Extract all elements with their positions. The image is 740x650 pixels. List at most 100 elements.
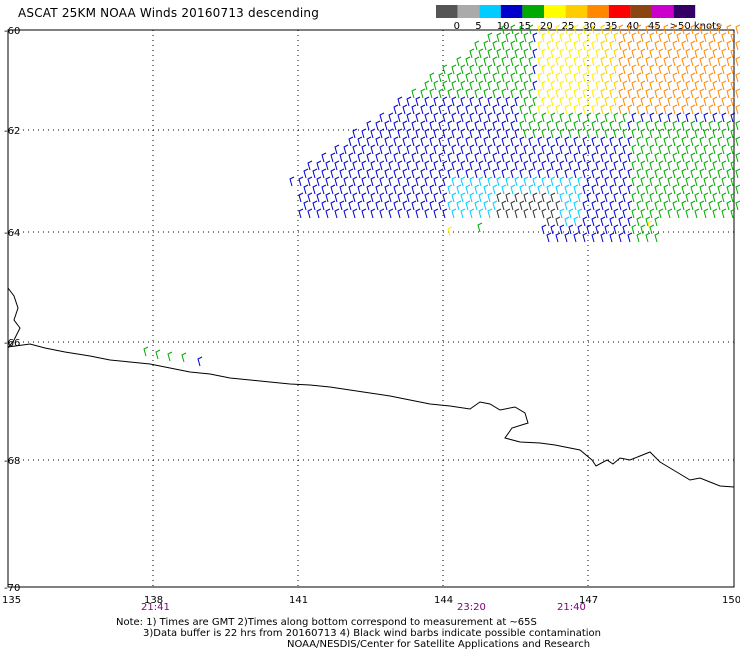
wind-barb <box>577 160 583 171</box>
wind-barb <box>645 88 651 99</box>
wind-barb <box>424 208 430 219</box>
wind-barb <box>555 104 561 115</box>
wind-barb <box>690 24 696 35</box>
wind-barb <box>640 128 646 139</box>
wind-barb <box>537 152 543 163</box>
wind-barb <box>604 112 610 123</box>
wind-barb <box>609 200 615 211</box>
wind-barb <box>487 208 493 219</box>
wind-barb <box>474 56 480 67</box>
wind-barb <box>411 104 417 115</box>
wind-barb <box>397 112 403 123</box>
wind-barb <box>640 80 646 91</box>
wind-barb <box>379 112 385 123</box>
wind-barb <box>397 128 403 139</box>
wind-barb <box>663 136 669 147</box>
wind-barb <box>591 232 597 243</box>
wind-barb <box>402 168 408 179</box>
wind-barb <box>582 120 588 131</box>
wind-barb <box>631 176 637 187</box>
wind-barb <box>375 136 381 147</box>
wind-barb <box>618 56 624 67</box>
wind-barb <box>532 48 538 59</box>
wind-barb <box>699 24 705 35</box>
wind-barb <box>429 104 435 115</box>
wind-barb <box>429 200 435 211</box>
note-line: NOAA/NESDIS/Center for Satellite Applica… <box>287 639 590 650</box>
wind-barb <box>384 168 390 179</box>
wind-barb <box>595 224 601 235</box>
wind-barb <box>595 48 601 59</box>
wind-barb <box>559 128 565 139</box>
legend-label: 40 <box>626 21 639 32</box>
wind-barb <box>550 208 556 219</box>
wind-barb <box>523 64 529 75</box>
wind-barb <box>618 232 624 243</box>
wind-barb <box>694 112 700 123</box>
wind-barb <box>613 160 619 171</box>
wind-barb <box>699 120 705 131</box>
wind-barb <box>523 208 529 219</box>
wind-barb <box>640 208 646 219</box>
wind-barb <box>352 192 358 203</box>
wind-barb <box>384 200 390 211</box>
wind-barb <box>721 32 727 43</box>
wind-barb <box>564 56 570 67</box>
wind-barb <box>636 104 642 115</box>
wind-barb <box>366 200 372 211</box>
wind-barb <box>487 192 493 203</box>
wind-barb <box>559 48 565 59</box>
wind-barb <box>636 216 642 227</box>
wind-barb <box>672 152 678 163</box>
wind-barb <box>537 88 543 99</box>
wind-barb <box>622 208 628 219</box>
wind-barb <box>631 128 637 139</box>
wind-barb <box>514 192 520 203</box>
wind-barb <box>708 56 714 67</box>
wind-barb <box>537 40 543 51</box>
wind-barb <box>388 176 394 187</box>
wind-barb <box>721 112 727 123</box>
wind-barb <box>339 168 345 179</box>
wind-barb <box>532 32 538 43</box>
wind-barb <box>663 168 669 179</box>
wind-barb <box>577 48 583 59</box>
wind-barb <box>361 176 367 187</box>
wind-barb <box>586 96 592 107</box>
wind-barb <box>492 88 498 99</box>
wind-barb <box>447 120 453 131</box>
wind-barb <box>388 192 394 203</box>
wind-barb <box>573 184 579 195</box>
wind-barb <box>460 144 466 155</box>
wind-barb <box>658 32 664 43</box>
wind-barb <box>658 144 664 155</box>
wind-barb <box>357 184 363 195</box>
wind-barb <box>559 112 565 123</box>
wind-barb <box>469 192 475 203</box>
wind-barb <box>613 96 619 107</box>
wind-barb <box>600 184 606 195</box>
wind-barb <box>501 152 507 163</box>
wind-barb <box>492 40 498 51</box>
wind-barb <box>703 32 709 43</box>
wind-barb <box>735 120 740 131</box>
wind-barb <box>411 200 417 211</box>
wind-barb <box>645 216 651 227</box>
wind-barb <box>667 64 673 75</box>
wind-barb <box>618 168 624 179</box>
wind-barb <box>609 152 615 163</box>
wind-barb <box>406 208 412 219</box>
wind-barb <box>582 232 588 243</box>
wind-barb <box>636 200 642 211</box>
wind-barb <box>600 152 606 163</box>
wind-barb <box>483 120 489 131</box>
wind-barb <box>478 48 484 59</box>
wind-barb <box>582 136 588 147</box>
wind-barb <box>564 104 570 115</box>
wind-barb <box>708 120 714 131</box>
wind-barb <box>645 40 651 51</box>
wind-barb <box>667 112 673 123</box>
wind-barb <box>721 96 727 107</box>
wind-barb <box>555 56 561 67</box>
